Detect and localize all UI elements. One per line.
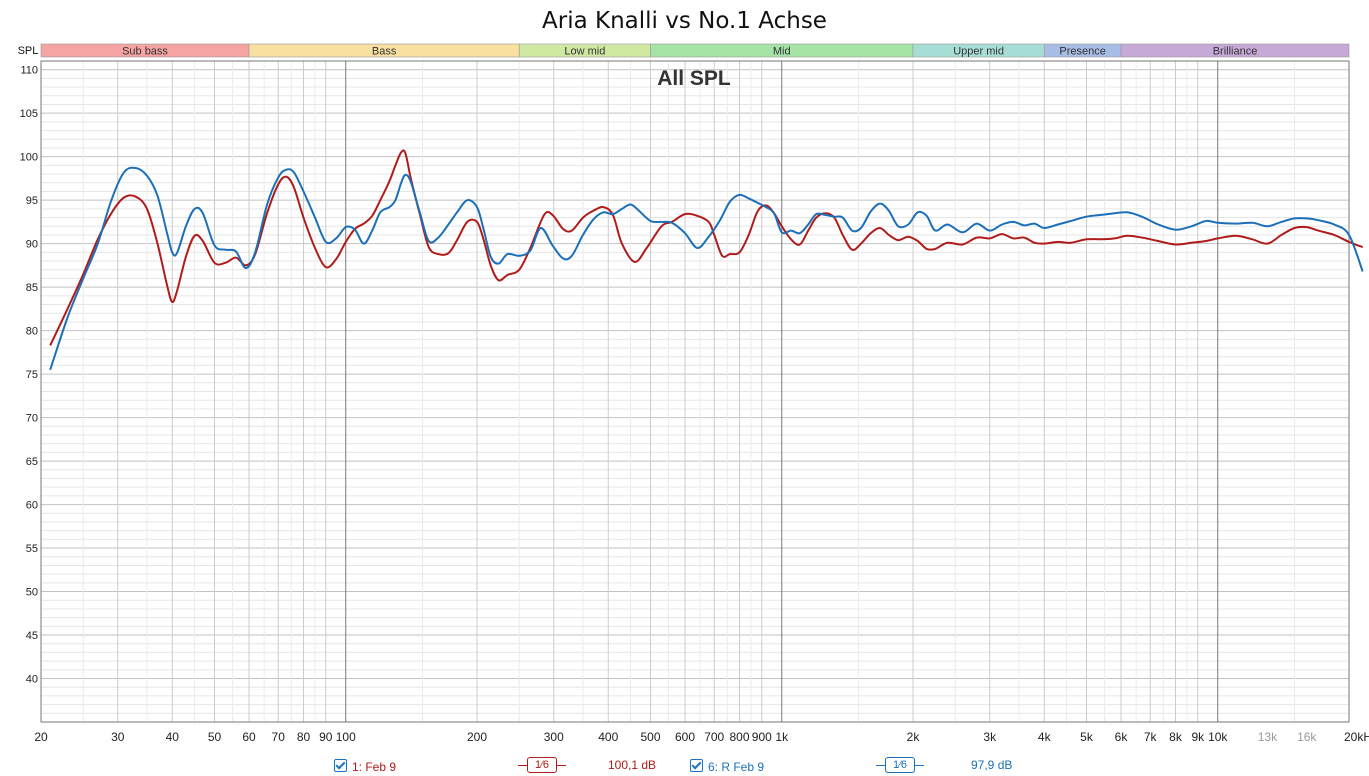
x-tick-300: 300 [544,730,564,744]
band-label-5: Presence [1059,46,1105,58]
x-tick-2000: 2k [907,730,921,744]
y-tick-90: 90 [26,239,38,251]
y-tick-80: 80 [26,326,38,338]
y-tick-45: 45 [26,630,38,642]
x-tick-700: 700 [704,730,724,744]
series-2-smoothing[interactable]: 1⁄6 [885,757,915,773]
x-tick-40: 40 [166,730,180,744]
chart-subtitle: All SPL [657,67,731,90]
x-tick-80: 80 [297,730,311,744]
y-tick-75: 75 [26,369,38,381]
x-tick-labels: 20 30 40 50 60 70 80 90 100 200 300 400 500 600 700 800… [34,730,1369,744]
band-label-4: Upper mid [953,46,1004,58]
x-tick-50: 50 [208,730,222,744]
x-tick-7000: 7k [1144,730,1158,744]
x-tick-9000: 9k [1191,730,1205,744]
x-tick-800: 800 [729,730,749,744]
series-2-name: 6: R Feb 9 [708,760,765,774]
band-label-2: Low mid [564,46,605,58]
series-1-name: 1: Feb 9 [352,760,397,774]
y-tick-105: 105 [20,108,38,120]
frequency-bands: Sub bass Bass Low mid Mid Upper mid Presence B… [40,43,1350,58]
plot-border [40,60,1350,723]
series-1-level: 100,1 dB [608,758,657,772]
grid [40,60,1350,723]
band-6 [1120,43,1350,58]
series-1-smoothing[interactable]: 1⁄6 [527,757,557,773]
y-axis-label: SPL [18,45,39,57]
y-tick-65: 65 [26,456,38,468]
x-tick-16000: 16k [1297,730,1317,744]
x-tick-3000: 3k [983,730,997,744]
y-tick-50: 50 [26,587,38,599]
x-tick-8000: 8k [1169,730,1183,744]
x-tick-900: 900 [752,730,772,744]
chart-title: Aria Knalli vs No.1 Achse [542,8,827,34]
x-tick-200: 200 [467,730,487,744]
x-tick-400: 400 [598,730,618,744]
y-tick-95: 95 [26,195,38,207]
y-tick-70: 70 [26,413,38,425]
y-tick-85: 85 [26,282,38,294]
series-1-checkbox[interactable] [334,759,347,772]
x-tick-500: 500 [640,730,660,744]
x-tick-1000: 1k [775,730,789,744]
y-tick-110: 110 [20,65,38,77]
series-2-level: 97,9 dB [971,758,1013,772]
series-line-2 [49,166,1364,371]
x-tick-20000: 20kHz [1344,730,1369,744]
x-tick-600: 600 [675,730,695,744]
x-tick-13000: 13k [1258,730,1278,744]
legend-series-2[interactable]: 6: R Feb 9 [690,758,764,774]
legend: 1: Feb 9 1⁄6 100,1 dB 6: R Feb 9 1⁄6 97,… [0,756,1369,776]
x-tick-70: 70 [272,730,286,744]
x-tick-4000: 4k [1038,730,1052,744]
y-tick-55: 55 [26,543,38,555]
x-tick-60: 60 [242,730,256,744]
x-tick-6000: 6k [1115,730,1129,744]
x-tick-5000: 5k [1080,730,1094,744]
x-tick-100: 100 [336,730,356,744]
series-line-1 [49,149,1364,346]
y-tick-60: 60 [26,500,38,512]
legend-series-1[interactable]: 1: Feb 9 [334,758,396,774]
x-tick-90: 90 [319,730,333,744]
band-label-3: Mid [773,46,791,58]
y-tick-40: 40 [26,674,38,686]
x-tick-30: 30 [111,730,125,744]
band-label-6: Brilliance [1213,46,1258,58]
x-tick-10000: 10k [1208,730,1228,744]
series-2-checkbox[interactable] [690,759,703,772]
series-lines [49,149,1364,371]
y-tick-100: 100 [20,152,38,164]
band-label-1: Bass [372,46,397,58]
band-label-0: Sub bass [122,46,168,58]
y-tick-labels: 110 105 100 95 90 85 80 75 70 65 60 55 50 45 40 [20,65,38,686]
x-tick-20: 20 [34,730,48,744]
